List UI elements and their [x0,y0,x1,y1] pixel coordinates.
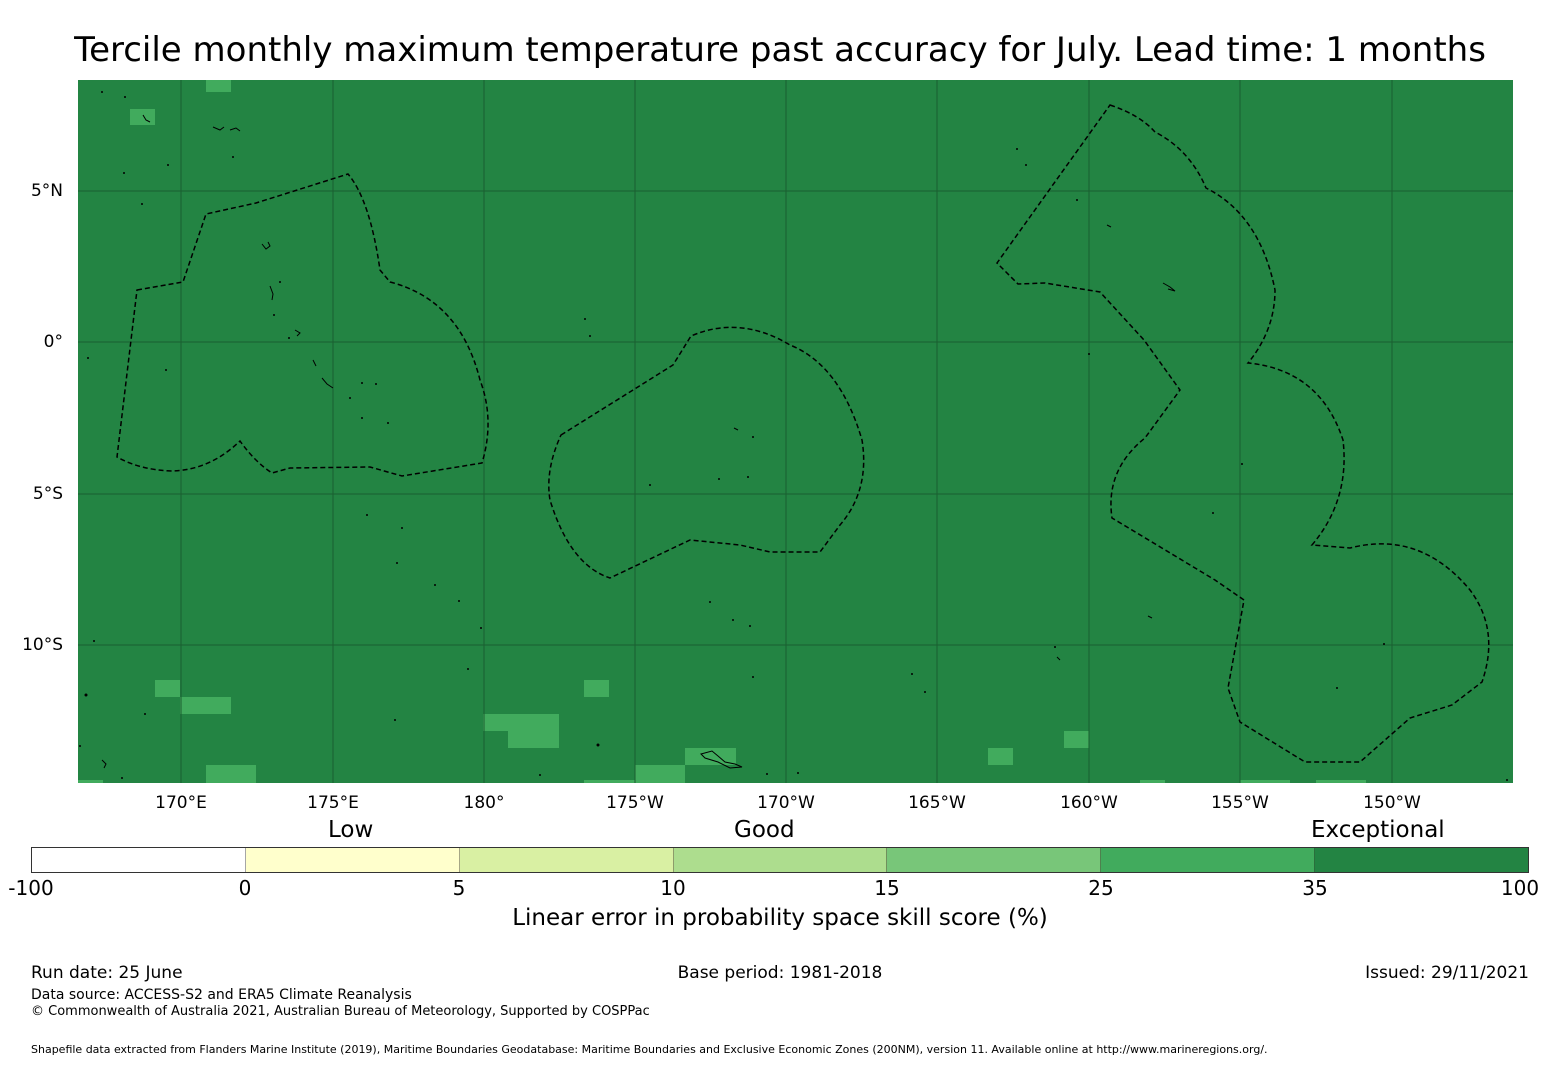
colorbar [31,847,1529,873]
colorbar-tick: 35 [1302,876,1328,900]
colorbar-tick: 15 [874,876,900,900]
lon-label-160w: 160°W [1060,793,1118,813]
base-period: Base period: 1981-2018 [677,963,883,983]
data-source: Data source: ACCESS-S2 and ERA5 Climate … [31,987,412,1003]
colorbar-segment-2 [245,848,460,872]
eez-boundary-kiribati-line [996,104,1490,763]
colorbar-tick: -100 [8,876,54,900]
colorbar-segment-7 [1315,848,1529,872]
colorbar-tick: 100 [1500,876,1540,900]
category-good: Good [734,817,795,843]
graticule [78,80,1513,783]
colorbar-segment-3 [459,848,674,872]
island-outlines [101,114,1176,769]
lat-label-5n: 5°N [30,181,63,201]
colorbar-segment-1 [32,848,246,872]
lighter-skill-cells [78,80,1366,783]
lon-label-165w: 165°W [908,793,966,813]
map-background [78,80,1513,783]
colorbar-segment-5 [887,848,1102,872]
colorbar-tick: 25 [1088,876,1114,900]
category-exceptional: Exceptional [1311,817,1445,843]
colorbar-tick: 0 [238,876,252,900]
lon-label-180: 180° [463,793,505,813]
lat-label-0: 0° [43,332,63,352]
lon-label-175e: 175°E [307,793,359,813]
island-dots [79,91,1508,781]
eez-boundary-kiribati-gilbert [116,173,489,477]
colorbar-segment-4 [673,848,888,872]
run-date: Run date: 25 June [31,963,183,983]
shapefile-credit: Shapefile data extracted from Flanders M… [31,1043,1268,1056]
lon-label-155w: 155°W [1211,793,1269,813]
lon-label-170w: 170°W [757,793,815,813]
colorbar-segment-6 [1101,848,1316,872]
copyright: © Commonwealth of Australia 2021, Austra… [31,1004,650,1019]
colorbar-label: Linear error in probability space skill … [512,905,1048,931]
lat-label-10s: 10°S [22,635,63,655]
lon-label-150w: 150°W [1363,793,1421,813]
map-area [78,80,1513,783]
colorbar-tick: 10 [660,876,686,900]
colorbar-tick: 5 [452,876,466,900]
lat-label-5s: 5°S [32,484,63,504]
category-low: Low [328,817,374,843]
issued-date: Issued: 29/11/2021 [1365,963,1529,983]
lon-label-175w: 175°W [606,793,664,813]
map-title: Tercile monthly maximum temperature past… [74,30,1486,70]
lon-label-170e: 170°E [155,793,207,813]
